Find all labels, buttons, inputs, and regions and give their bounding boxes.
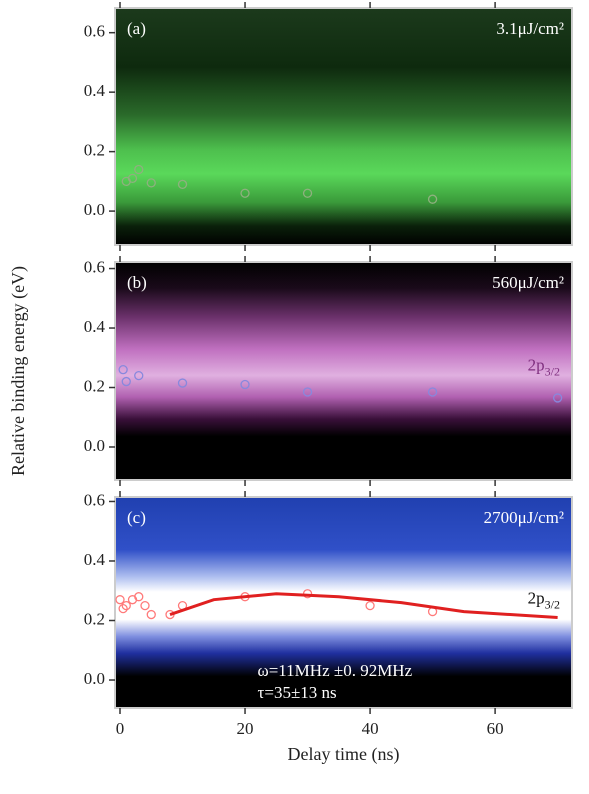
fluence: 3.1μJ/cm² <box>496 19 564 38</box>
data-point <box>127 173 138 184</box>
y-tick-label: 0.6 <box>84 490 105 509</box>
y-tick-label: 0.0 <box>84 200 105 219</box>
data-point <box>427 194 438 204</box>
data-point <box>552 393 563 403</box>
state-label: 2p3/2 <box>528 356 560 379</box>
panel-label: (a) <box>127 19 146 38</box>
y-tick-label: 0.0 <box>84 669 105 688</box>
annotation: τ=35±13 ns <box>258 683 337 702</box>
panel-label: (c) <box>127 508 146 527</box>
x-tick-label: 60 <box>487 719 504 738</box>
fluence: 2700μJ/cm² <box>484 508 564 527</box>
data-point <box>134 592 144 602</box>
state-text: 2p <box>528 356 545 375</box>
state-text: 2p <box>528 589 545 608</box>
y-tick-label: 0.4 <box>84 317 106 336</box>
data-point <box>118 603 128 614</box>
x-tick-label: 40 <box>362 719 379 738</box>
data-point <box>140 600 150 611</box>
data-point <box>302 188 313 198</box>
y-tick-label: 0.2 <box>84 376 105 395</box>
y-tick-label: 0.6 <box>84 22 105 41</box>
y-tick-label: 0.4 <box>84 550 106 569</box>
data-point <box>121 600 131 611</box>
data-point <box>240 188 250 198</box>
data-point <box>115 595 125 605</box>
y-tick-label: 0.2 <box>84 141 105 160</box>
data-point <box>177 179 188 189</box>
state-sub: 3/2 <box>545 364 560 378</box>
panel-label: (b) <box>127 273 147 292</box>
y-tick-label: 0.2 <box>84 609 105 628</box>
y-tick-label: 0.0 <box>84 436 105 455</box>
data-point <box>365 600 375 611</box>
data-point <box>134 370 144 381</box>
data-point <box>302 387 313 397</box>
data-point <box>177 378 188 388</box>
fluence: 560μJ/cm² <box>492 273 564 292</box>
state-sub: 3/2 <box>545 597 560 611</box>
data-point <box>134 164 144 175</box>
x-axis-label: Delay time (ns) <box>288 744 400 765</box>
fit-line <box>169 592 558 620</box>
x-tick-label: 20 <box>237 719 254 738</box>
y-axis-label: Relative binding energy (eV) <box>8 266 29 476</box>
data-point <box>146 609 156 620</box>
data-point <box>427 387 438 397</box>
y-tick-label: 0.6 <box>84 257 105 276</box>
y-tick-label: 0.4 <box>84 81 106 100</box>
data-point <box>118 365 128 375</box>
data-point <box>240 379 250 390</box>
heatmap <box>114 261 573 481</box>
annotation: ω=11MHz ±0. 92MHz <box>258 661 413 680</box>
x-tick-label: 0 <box>116 719 125 738</box>
state-label: 2p3/2 <box>528 589 560 612</box>
heatmap <box>114 496 573 709</box>
data-point <box>121 376 131 387</box>
data-point <box>146 178 156 188</box>
heatmap <box>114 7 573 246</box>
